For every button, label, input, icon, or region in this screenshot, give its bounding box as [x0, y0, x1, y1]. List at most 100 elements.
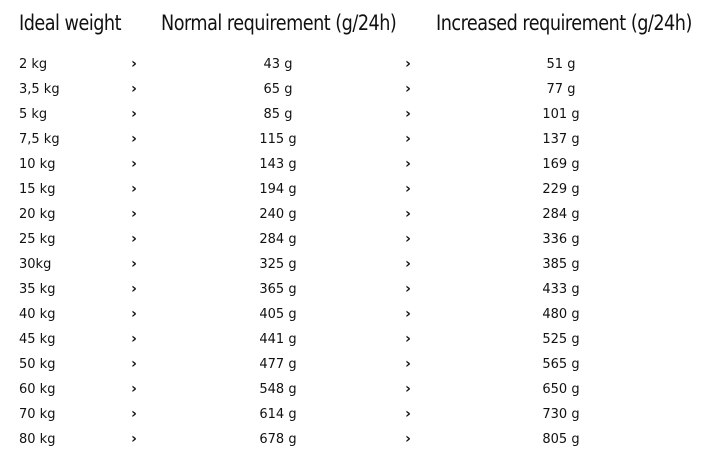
- normal-requirement-cell: 284 g: [259, 232, 297, 247]
- table-row: 50 kg › 477 g › 565 g: [0, 352, 708, 377]
- ideal-weight-cell: 7,5 kg: [19, 132, 60, 147]
- header-normal-requirement: Normal requirement (g/24h): [161, 11, 397, 35]
- chevron-right-icon: ›: [131, 406, 137, 422]
- table-row: 80 kg › 678 g › 805 g: [0, 427, 708, 452]
- increased-requirement-cell: 433 g: [542, 282, 580, 297]
- normal-requirement-cell: 143 g: [259, 157, 297, 172]
- normal-requirement-cell: 325 g: [259, 257, 297, 272]
- table-row: 5 kg › 85 g › 101 g: [0, 102, 708, 127]
- normal-requirement-cell: 194 g: [259, 182, 297, 197]
- normal-requirement-cell: 548 g: [259, 382, 297, 397]
- chevron-right-icon: ›: [131, 381, 137, 397]
- requirement-table-body: 2 kg › 43 g › 51 g 3,5 kg › 65 g › 77 g 5 kg › 85 g ›…: [0, 52, 708, 452]
- increased-requirement-cell: 169 g: [542, 157, 580, 172]
- chevron-right-icon: ›: [131, 181, 137, 197]
- chevron-right-icon: ›: [405, 106, 411, 122]
- chevron-right-icon: ›: [405, 81, 411, 97]
- normal-requirement-cell: 614 g: [259, 407, 297, 422]
- ideal-weight-cell: 3,5 kg: [19, 82, 60, 97]
- increased-requirement-cell: 336 g: [542, 232, 580, 247]
- chevron-right-icon: ›: [131, 306, 137, 322]
- normal-requirement-cell: 43 g: [263, 57, 293, 72]
- ideal-weight-cell: 5 kg: [19, 107, 48, 122]
- normal-requirement-cell: 405 g: [259, 307, 297, 322]
- table-row: 10 kg › 143 g › 169 g: [0, 152, 708, 177]
- increased-requirement-cell: 229 g: [542, 182, 580, 197]
- ideal-weight-cell: 45 kg: [19, 332, 56, 347]
- ideal-weight-cell: 25 kg: [19, 232, 56, 247]
- table-row: 30kg › 325 g › 385 g: [0, 252, 708, 277]
- chevron-right-icon: ›: [131, 131, 137, 147]
- chevron-right-icon: ›: [405, 331, 411, 347]
- chevron-right-icon: ›: [405, 56, 411, 72]
- table-row: 7,5 kg › 115 g › 137 g: [0, 127, 708, 152]
- increased-requirement-cell: 730 g: [542, 407, 580, 422]
- chevron-right-icon: ›: [405, 156, 411, 172]
- chevron-right-icon: ›: [131, 356, 137, 372]
- increased-requirement-cell: 525 g: [542, 332, 580, 347]
- ideal-weight-cell: 70 kg: [19, 407, 56, 422]
- table-row: 40 kg › 405 g › 480 g: [0, 302, 708, 327]
- ideal-weight-cell: 40 kg: [19, 307, 56, 322]
- chevron-right-icon: ›: [131, 281, 137, 297]
- table-row: 35 kg › 365 g › 433 g: [0, 277, 708, 302]
- chevron-right-icon: ›: [131, 256, 137, 272]
- chevron-right-icon: ›: [405, 406, 411, 422]
- ideal-weight-cell: 35 kg: [19, 282, 56, 297]
- table-row: 2 kg › 43 g › 51 g: [0, 52, 708, 77]
- chevron-right-icon: ›: [405, 131, 411, 147]
- table-row: 70 kg › 614 g › 730 g: [0, 402, 708, 427]
- chevron-right-icon: ›: [131, 156, 137, 172]
- ideal-weight-cell: 50 kg: [19, 357, 56, 372]
- increased-requirement-cell: 650 g: [542, 382, 580, 397]
- chevron-right-icon: ›: [405, 206, 411, 222]
- normal-requirement-cell: 240 g: [259, 207, 297, 222]
- chevron-right-icon: ›: [131, 106, 137, 122]
- increased-requirement-cell: 51 g: [546, 57, 576, 72]
- table-header: Ideal weight Normal requirement (g/24h) …: [0, 8, 708, 42]
- chevron-right-icon: ›: [405, 281, 411, 297]
- increased-requirement-cell: 101 g: [542, 107, 580, 122]
- ideal-weight-cell: 15 kg: [19, 182, 56, 197]
- normal-requirement-cell: 365 g: [259, 282, 297, 297]
- table-row: 60 kg › 548 g › 650 g: [0, 377, 708, 402]
- chevron-right-icon: ›: [405, 181, 411, 197]
- chevron-right-icon: ›: [131, 206, 137, 222]
- chevron-right-icon: ›: [131, 331, 137, 347]
- increased-requirement-cell: 284 g: [542, 207, 580, 222]
- table-row: 20 kg › 240 g › 284 g: [0, 202, 708, 227]
- ideal-weight-cell: 10 kg: [19, 157, 56, 172]
- increased-requirement-cell: 137 g: [542, 132, 580, 147]
- chevron-right-icon: ›: [405, 306, 411, 322]
- chevron-right-icon: ›: [405, 231, 411, 247]
- chevron-right-icon: ›: [131, 81, 137, 97]
- table-row: 3,5 kg › 65 g › 77 g: [0, 77, 708, 102]
- ideal-weight-cell: 2 kg: [19, 57, 48, 72]
- table-row: 25 kg › 284 g › 336 g: [0, 227, 708, 252]
- increased-requirement-cell: 805 g: [542, 432, 580, 447]
- chevron-right-icon: ›: [405, 431, 411, 447]
- ideal-weight-cell: 60 kg: [19, 382, 56, 397]
- ideal-weight-cell: 80 kg: [19, 432, 56, 447]
- ideal-weight-cell: 20 kg: [19, 207, 56, 222]
- table-row: 15 kg › 194 g › 229 g: [0, 177, 708, 202]
- increased-requirement-cell: 565 g: [542, 357, 580, 372]
- normal-requirement-cell: 115 g: [259, 132, 297, 147]
- normal-requirement-cell: 65 g: [263, 82, 293, 97]
- chevron-right-icon: ›: [131, 431, 137, 447]
- chevron-right-icon: ›: [131, 56, 137, 72]
- increased-requirement-cell: 480 g: [542, 307, 580, 322]
- header-increased-requirement: Increased requirement (g/24h): [436, 11, 692, 35]
- normal-requirement-cell: 85 g: [263, 107, 293, 122]
- increased-requirement-cell: 77 g: [546, 82, 576, 97]
- chevron-right-icon: ›: [405, 356, 411, 372]
- table-row: 45 kg › 441 g › 525 g: [0, 327, 708, 352]
- normal-requirement-cell: 477 g: [259, 357, 297, 372]
- chevron-right-icon: ›: [405, 256, 411, 272]
- header-ideal-weight: Ideal weight: [19, 11, 122, 35]
- chevron-right-icon: ›: [405, 381, 411, 397]
- increased-requirement-cell: 385 g: [542, 257, 580, 272]
- normal-requirement-cell: 441 g: [259, 332, 297, 347]
- chevron-right-icon: ›: [131, 231, 137, 247]
- ideal-weight-cell: 30kg: [19, 257, 52, 272]
